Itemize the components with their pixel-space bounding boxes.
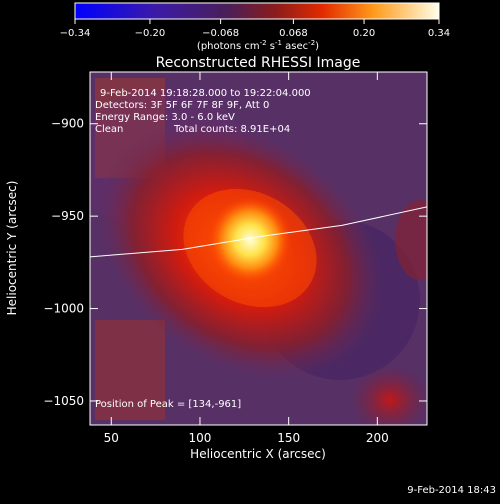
y-axis-ticks: −1050 −1000 −950 −900: [43, 117, 427, 408]
y-tick-label: −1000: [43, 302, 84, 316]
info-time-range: 9-Feb-2014 19:18:28.000 to 19:22:04.000: [100, 88, 311, 99]
x-axis-ticks: 50 100 150 200: [104, 72, 389, 445]
info-detectors: Detectors: 3F 5F 6F 7F 8F 9F, Att 0: [95, 100, 269, 111]
chart-title: Reconstructed RHESSI Image: [156, 55, 361, 71]
y-tick-label: −950: [51, 209, 84, 223]
y-tick-label: −900: [51, 117, 84, 131]
x-tick-label: 100: [189, 431, 212, 445]
colorbar-tick-label: −0.20: [135, 28, 166, 39]
colorbar-tick-label: −0.34: [60, 28, 91, 39]
info-energy: Energy Range: 3.0 - 6.0 keV: [95, 112, 235, 123]
heatmap-image: [90, 72, 427, 425]
info-total-counts: Total counts: 8.91E+04: [173, 124, 290, 135]
limb-curve: [90, 206, 427, 258]
y-axis-label: Heliocentric Y (arcsec): [5, 181, 19, 316]
info-clean: Clean: [95, 124, 123, 135]
x-tick-label: 50: [104, 431, 119, 445]
colorbar-tick-label: 0.34: [428, 28, 450, 39]
plot-frame: [89, 71, 428, 426]
y-tick-label: −1050: [43, 394, 84, 408]
colorbar-tick-label: −0.068: [202, 28, 239, 39]
footer-timestamp: 9-Feb-2014 18:43: [407, 485, 496, 496]
colorbar-ticks: −0.34 −0.20 −0.068 0.068 0.20 0.34: [60, 19, 450, 39]
info-peak: Position of Peak = [134,-961]: [95, 399, 241, 410]
colorbar-units: (photons cm-2 s-1 asec-2): [197, 39, 319, 52]
colorbar-tick-label: 0.20: [353, 28, 375, 39]
colorbar-tick-label: 0.068: [279, 28, 308, 39]
x-axis-label: Heliocentric X (arcsec): [190, 447, 326, 461]
x-tick-label: 200: [366, 431, 389, 445]
x-tick-label: 150: [277, 431, 300, 445]
colorbar: [74, 2, 440, 20]
